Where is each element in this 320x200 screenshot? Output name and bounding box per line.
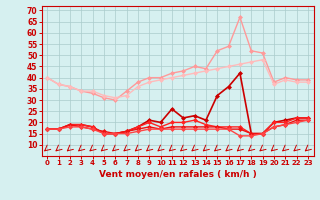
X-axis label: Vent moyen/en rafales ( km/h ): Vent moyen/en rafales ( km/h ) [99, 170, 256, 179]
